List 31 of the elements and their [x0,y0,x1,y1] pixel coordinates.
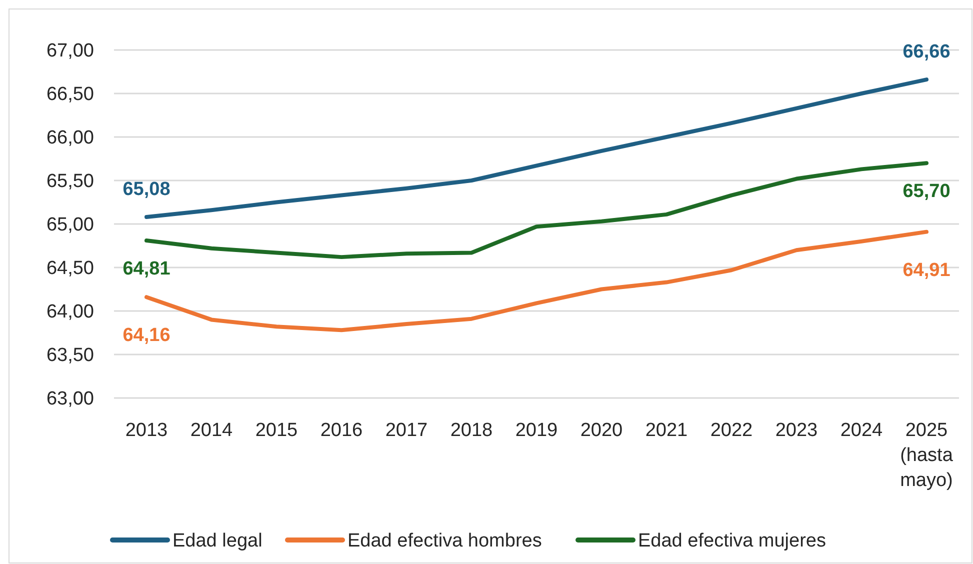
y-tick-label: 65,50 [46,171,94,192]
x-tick-label: 2022 [710,420,753,441]
y-tick-label: 66,00 [46,128,94,149]
y-tick-label: 65,00 [46,214,94,236]
legend-label: Edad efectiva hombres [348,530,542,552]
y-tick-label: 64,00 [46,302,94,323]
x-tick-label: 2018 [450,420,493,441]
x-tick-label: 2021 [645,420,688,441]
x-tick-label: 2023 [775,420,818,441]
data-label: 64,91 [902,260,951,281]
data-label: 66,66 [902,42,950,63]
x-tick-label: 2017 [385,420,428,441]
legend-label: Edad efectiva mujeres [638,530,826,552]
legend-label: Edad legal [172,530,262,552]
y-tick-label: 63,00 [46,388,94,410]
y-tick-label: 66,50 [46,84,94,106]
y-tick-label: 63,50 [46,345,94,366]
x-tick-label: 2013 [125,420,168,441]
x-tick-label: 2014 [190,420,234,441]
x-tick-label: 2015 [255,420,298,441]
y-tick-label: 67,00 [46,40,94,62]
x-tick-label: 2024 [840,420,884,441]
data-label: 64,16 [122,325,170,346]
data-label: 65,08 [122,179,170,200]
data-label: 64,81 [122,258,171,280]
x-tick-label: 2016 [320,420,363,441]
x-tick-label: 2025 (hasta mayo) [900,420,954,491]
x-tick-label: 2020 [580,420,623,441]
data-label: 65,70 [902,181,950,202]
y-tick-label: 64,50 [46,258,94,280]
x-tick-label: 2019 [515,420,558,441]
